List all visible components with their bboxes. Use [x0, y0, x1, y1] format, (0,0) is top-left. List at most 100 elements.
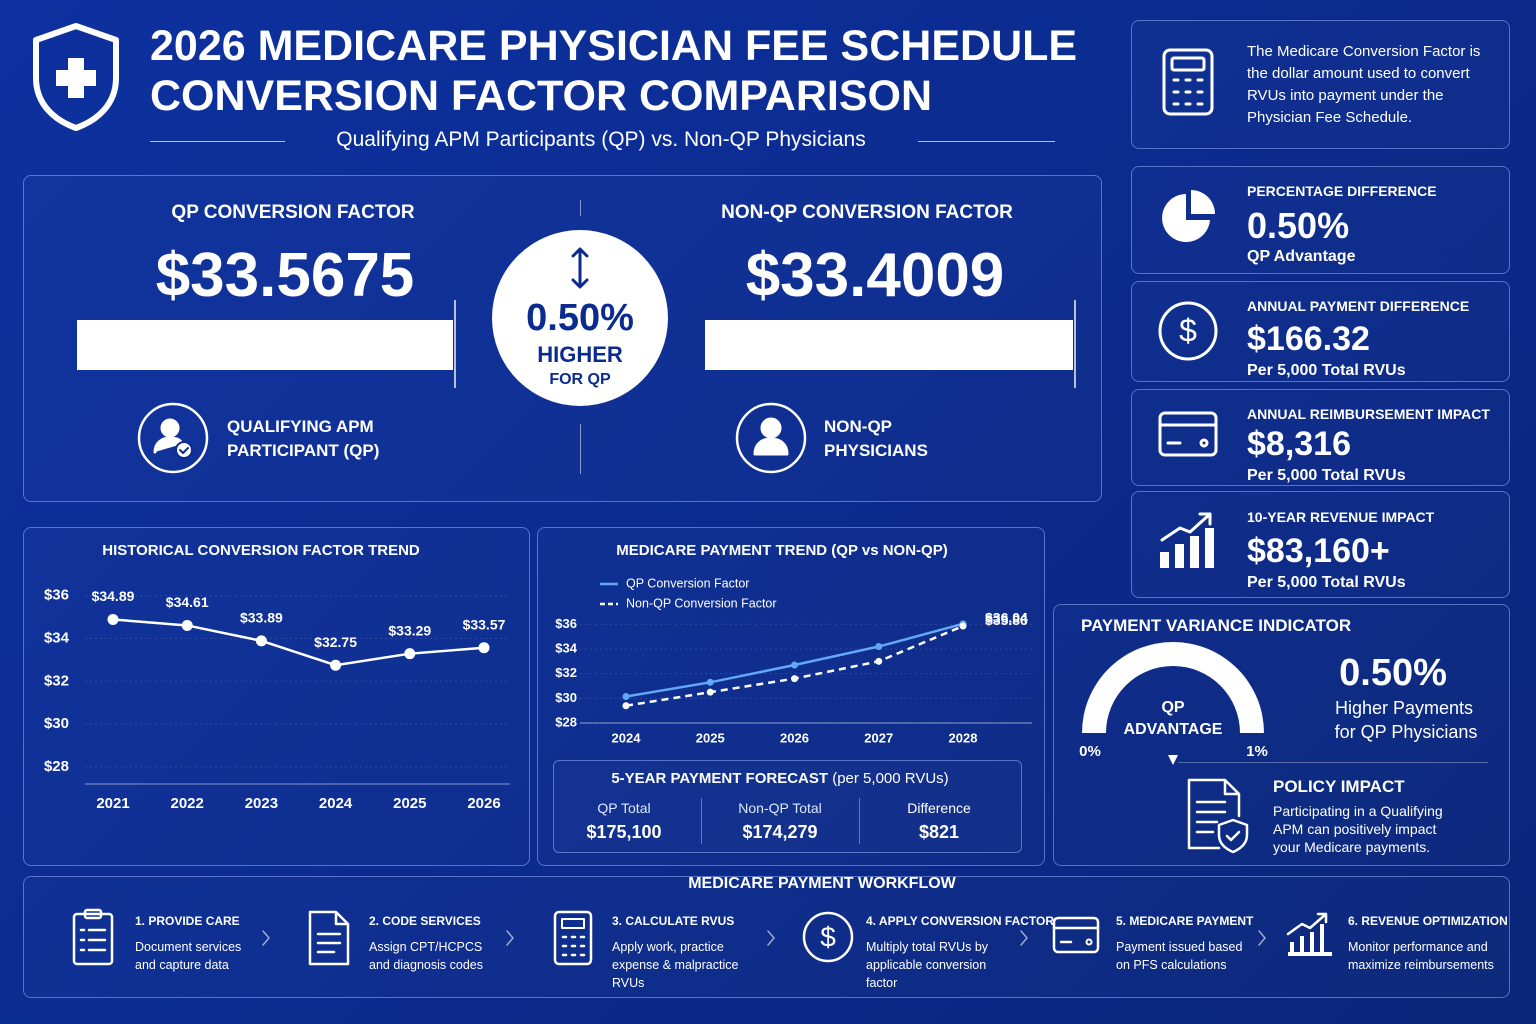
rule — [918, 141, 1055, 142]
stat-note: Per 5,000 Total RVUs — [1247, 467, 1406, 484]
chart-panel — [537, 527, 1045, 866]
y-tick-label: $30 — [555, 690, 577, 705]
data-point — [404, 648, 416, 660]
y-tick-label: $34 — [555, 640, 577, 655]
y-tick-label: $30 — [44, 715, 69, 732]
data-point — [875, 657, 883, 665]
value-label: $33.89 — [240, 610, 283, 626]
y-tick-label: $32 — [555, 665, 577, 680]
gauge-min: 0% — [1079, 743, 1101, 760]
badge-value: 0.50% — [526, 297, 634, 339]
step-text: Monitor performance and maximize reimbur… — [1348, 940, 1494, 972]
x-tick-label: 2026 — [780, 730, 809, 745]
forecast-note: (per 5,000 RVUs) — [832, 770, 949, 787]
stat-title: PERCENTAGE DIFFERENCE — [1247, 183, 1437, 199]
x-tick-label: 2027 — [864, 730, 893, 745]
step-text: Assign CPT/HCPCS and diagnosis codes — [369, 940, 483, 972]
rule — [150, 141, 285, 142]
data-point — [706, 678, 714, 686]
qp-value: $33.5675 — [155, 241, 415, 310]
divider — [580, 200, 581, 216]
chart-title: MEDICARE PAYMENT TREND (QP vs NON-QP) — [616, 542, 947, 559]
badge-text: FOR QP — [549, 371, 611, 388]
step-title: 5. MEDICARE PAYMENT — [1116, 914, 1254, 928]
chevron — [262, 930, 270, 946]
forecast-title: 5-YEAR PAYMENT FORECAST — [611, 770, 829, 787]
data-point — [875, 643, 883, 651]
data-point — [622, 702, 630, 710]
bar-end — [454, 300, 456, 388]
stat-card — [1131, 491, 1510, 598]
data-point — [706, 688, 714, 696]
data-point — [791, 675, 798, 683]
stat-value: $166.32 — [1247, 320, 1370, 358]
y-tick-label: $36 — [44, 587, 69, 604]
value-label: $36.04 — [985, 610, 1028, 626]
variance-value: 0.50% — [1339, 652, 1447, 694]
svg-text:$: $ — [820, 921, 836, 952]
data-point — [959, 622, 967, 630]
step-text: Document services and capture data — [135, 940, 242, 972]
qp-bar — [77, 320, 453, 370]
qp-label: QP CONVERSION FACTOR — [171, 202, 415, 223]
gauge-label: ADVANTAGE — [1123, 721, 1223, 738]
step-title: 3. CALCULATE RVUS — [612, 914, 735, 928]
value-label: $33.29 — [388, 622, 431, 638]
legend-label: Non-QP Conversion Factor — [626, 596, 777, 610]
data-point — [181, 619, 193, 631]
qp-group: QUALIFYING APM — [227, 417, 374, 436]
definition-panel — [1131, 20, 1510, 149]
subtitle: Qualifying APM Participants (QP) vs. Non… — [336, 128, 866, 151]
qp-group: PARTICIPANT (QP) — [227, 441, 380, 460]
value-label: $35.86 — [985, 612, 1028, 628]
value-label: $34.61 — [166, 594, 209, 610]
chevron — [1258, 930, 1266, 946]
gauge-max: 1% — [1246, 743, 1268, 760]
dollar-icon: $ — [1158, 301, 1218, 361]
variance-panel — [1053, 604, 1510, 866]
step-text: Apply work, practice expense & malpracti… — [612, 940, 739, 990]
x-tick-label: 2028 — [949, 730, 978, 745]
svg-text:$: $ — [1179, 312, 1197, 348]
step-text: Multiply total RVUs by applicable conver… — [866, 940, 989, 990]
non-qp-value: $33.4009 — [745, 241, 1005, 310]
divider — [701, 798, 702, 844]
stat-title: ANNUAL PAYMENT DIFFERENCE — [1247, 298, 1470, 314]
stat-note: QP Advantage — [1247, 248, 1356, 265]
x-tick-label: 2024 — [612, 730, 642, 745]
stat-value: 0.50% — [1247, 205, 1350, 246]
step-title: 2. CODE SERVICES — [369, 914, 481, 928]
stat-value: $8,316 — [1247, 425, 1351, 463]
chart-panel — [23, 527, 530, 866]
step-text: Payment issued based on PFS calculations — [1116, 940, 1243, 972]
policy-title: POLICY IMPACT — [1273, 777, 1405, 796]
file-icon — [308, 910, 350, 966]
calculator-icon — [1162, 48, 1214, 116]
clipboard-icon — [72, 908, 114, 966]
growth-icon — [1160, 512, 1214, 568]
data-point — [330, 659, 342, 671]
card-icon — [1158, 411, 1218, 457]
document-icon — [1187, 778, 1249, 854]
value-label: $34.89 — [92, 588, 135, 604]
dollar-icon: $ — [802, 911, 854, 963]
series-line — [625, 622, 964, 698]
bar-end — [1074, 300, 1076, 388]
forecast-panel — [553, 760, 1022, 853]
non-qp-bar — [705, 320, 1073, 370]
non-qp-group: NON-QP — [824, 417, 892, 436]
title-line: 2026 MEDICARE PHYSICIAN FEE SCHEDULE — [150, 22, 1078, 70]
y-tick-label: $34 — [44, 629, 70, 646]
y-tick-label: $28 — [555, 714, 577, 729]
workflow-panel — [23, 876, 1510, 998]
chevron — [1020, 930, 1028, 946]
x-tick-label: 2024 — [319, 795, 353, 812]
variance-title: PAYMENT VARIANCE INDICATOR — [1081, 616, 1352, 635]
forecast-value: $174,279 — [742, 822, 818, 842]
shield-icon — [33, 23, 119, 131]
non-qp-icon — [735, 402, 807, 474]
chevron — [506, 930, 514, 946]
chart-title: HISTORICAL CONVERSION FACTOR TREND — [102, 542, 420, 559]
forecast-heading: 5-YEAR PAYMENT FORECAST (per 5,000 RVUs) — [611, 770, 948, 787]
series-line — [112, 618, 485, 667]
